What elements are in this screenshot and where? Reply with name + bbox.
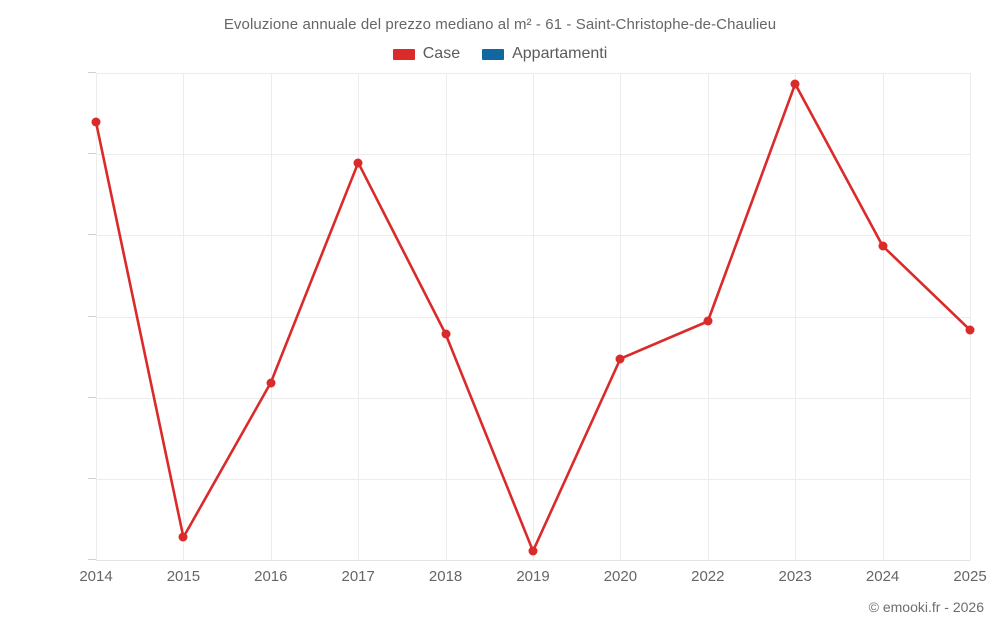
x-tick-label: 2018 [428, 568, 463, 585]
x-tick-label: 2022 [691, 568, 725, 585]
x-tick-label: 2023 [778, 568, 812, 585]
gridline-vertical [620, 73, 622, 560]
data-point[interactable] [266, 378, 276, 388]
y-tick-mark [88, 153, 96, 155]
data-point[interactable] [703, 316, 713, 326]
footer-credit: © emooki.fr - 2026 [868, 599, 984, 615]
gridline-vertical [96, 73, 97, 560]
plot-grid [96, 73, 971, 561]
y-tick-mark [88, 559, 96, 560]
legend-item-appartamenti[interactable]: Appartamenti [482, 45, 607, 63]
data-point[interactable] [441, 329, 451, 339]
gridline-vertical [270, 73, 272, 560]
x-axis-line [96, 560, 970, 561]
x-tick-label: 2015 [166, 568, 201, 585]
x-tick-label: 2016 [254, 568, 288, 585]
gridline-vertical [183, 73, 185, 560]
legend-label-case: Case [422, 45, 461, 62]
chart-title: Evoluzione annuale del prezzo mediano al… [223, 16, 777, 33]
data-point[interactable] [790, 79, 800, 89]
gridline-vertical [882, 73, 884, 560]
chart-legend: Case Appartamenti [0, 45, 1000, 63]
data-point[interactable] [91, 117, 101, 127]
legend-item-case[interactable]: Case [392, 45, 461, 63]
gridline-vertical [795, 73, 797, 560]
data-point[interactable] [178, 532, 188, 542]
x-tick-label: 2019 [516, 568, 550, 585]
gridline-vertical [358, 73, 360, 560]
data-point[interactable] [878, 241, 888, 251]
gridline-vertical [970, 73, 971, 560]
data-point[interactable] [965, 325, 975, 335]
legend-label-appartamenti: Appartamenti [512, 45, 608, 62]
gridline-vertical [533, 73, 534, 560]
y-tick-mark [88, 72, 96, 73]
y-tick-mark [88, 396, 96, 398]
y-tick-mark [88, 477, 96, 479]
x-tick-label: 2014 [79, 568, 113, 585]
legend-swatch-appartamenti [482, 48, 505, 60]
data-point[interactable] [353, 158, 363, 168]
x-tick-label: 2020 [603, 568, 638, 585]
x-tick-label: 2025 [953, 568, 987, 585]
y-tick-mark [88, 315, 96, 317]
data-point[interactable] [615, 354, 625, 364]
x-tick-label: 2024 [865, 568, 900, 585]
data-point[interactable] [528, 546, 538, 556]
legend-swatch-case [392, 48, 415, 60]
y-tick-mark [88, 234, 96, 236]
x-tick-label: 2017 [341, 568, 375, 585]
gridline-vertical [445, 73, 447, 560]
